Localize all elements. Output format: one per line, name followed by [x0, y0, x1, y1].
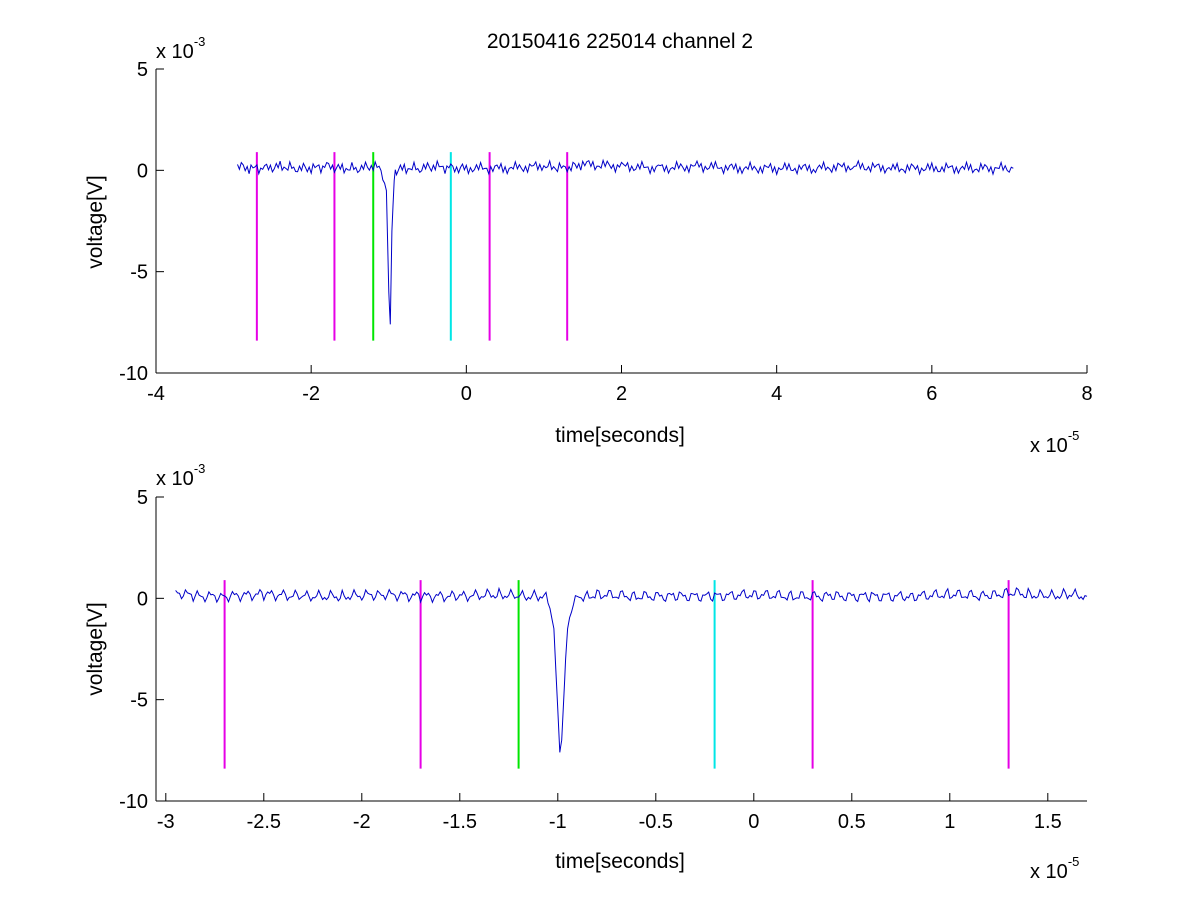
top-plot: -10 -5 0 5 -4 -2 0 2 4 6 8 [119, 59, 1092, 405]
bottom-xtick-label: -2.5 [247, 811, 281, 833]
bottom-x-exponent: x 10-5 [1030, 854, 1079, 883]
top-xtick-label: 8 [1081, 383, 1092, 405]
bottom-xlabel: time[seconds] [555, 850, 685, 873]
top-y-exponent: x 10-3 [156, 34, 205, 63]
top-ytick-label: 5 [137, 59, 148, 81]
top-xtick-label: -2 [302, 383, 320, 405]
bottom-plot: -10 -5 0 5 -3 -2.5 -2 -1.5 -1 -0.5 0 0.5 1 1.5 [119, 487, 1088, 833]
top-xlabel: time[seconds] [555, 424, 685, 447]
bottom-xtick-label: -3 [157, 811, 175, 833]
bottom-voltage-trace [175, 586, 1088, 753]
top-ytick-label: -5 [130, 262, 148, 284]
bottom-ytick-label: -5 [130, 690, 148, 712]
bottom-xtick-label: -1 [549, 811, 567, 833]
top-xtick-label: 0 [461, 383, 472, 405]
bottom-xtick-label: 0 [748, 811, 759, 833]
bottom-xtick-label: 0.5 [838, 811, 866, 833]
bottom-ylabel: voltage[V] [84, 602, 107, 695]
top-x-exponent: x 10-5 [1030, 428, 1079, 457]
top-xtick-label: -4 [147, 383, 165, 405]
top-ylabel: voltage[V] [84, 175, 107, 268]
bottom-ytick-label: -10 [119, 791, 148, 813]
bottom-xtick-label: -0.5 [639, 811, 673, 833]
bottom-ytick-label: 5 [137, 487, 148, 509]
top-ytick-label: 0 [137, 160, 148, 182]
top-xtick-label: 2 [616, 383, 627, 405]
bottom-xtick-label: 1.5 [1034, 811, 1062, 833]
bottom-y-exponent: x 10-3 [156, 461, 205, 490]
top-xtick-label: 4 [771, 383, 782, 405]
bottom-ytick-label: 0 [137, 588, 148, 610]
top-xtick-label: 6 [926, 383, 937, 405]
top-voltage-trace [237, 158, 1014, 325]
top-ytick-label: -10 [119, 363, 148, 385]
bottom-xtick-label: -2 [353, 811, 371, 833]
chart-title: 20150416 225014 channel 2 [487, 30, 753, 53]
bottom-xtick-label: 1 [944, 811, 955, 833]
bottom-xtick-label: -1.5 [443, 811, 477, 833]
